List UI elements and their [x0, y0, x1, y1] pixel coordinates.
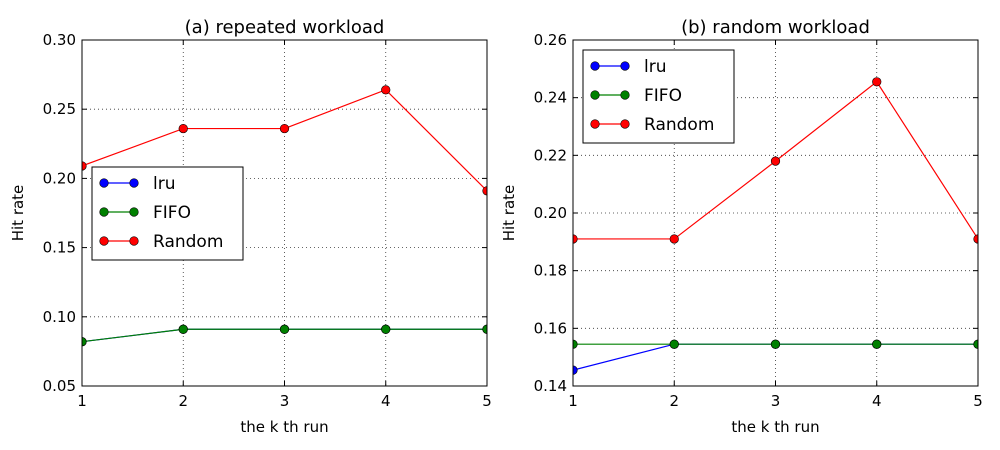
data-point-fifo: [973, 339, 978, 349]
data-point-fifo: [872, 339, 882, 349]
legend-marker-random: [129, 236, 139, 246]
plot-area: [82, 85, 487, 347]
data-point-random: [973, 234, 978, 244]
y-tick-label: 0.22: [534, 146, 567, 164]
y-tick-label: 0.24: [534, 89, 567, 107]
legend-marker-random: [590, 119, 600, 129]
legend: lru FIFO Random: [91, 166, 244, 261]
legend-label-fifo: FIFO: [153, 203, 191, 223]
y-tick-label: 0.30: [43, 31, 76, 49]
legend-marker-lru: [620, 61, 630, 71]
y-axis-label: Hit rate: [9, 185, 27, 242]
data-point-fifo: [178, 324, 188, 334]
data-point-fifo: [669, 339, 679, 349]
x-tick-label: 2: [669, 392, 679, 410]
legend-label-fifo: FIFO: [644, 86, 682, 106]
y-tick-label: 0.26: [534, 31, 567, 49]
y-tick-label: 0.16: [534, 319, 567, 337]
y-tick-label: 0.10: [43, 308, 76, 326]
x-axis-label: the k th run: [731, 418, 819, 436]
chart-panel-2: 1 2 3 4 5 0.14 0.16 0.18 0.20 0.22 0.24 0.26 (b) ran…: [500, 17, 983, 436]
plot-area: [573, 77, 978, 375]
x-tick-label: 4: [872, 392, 882, 410]
chart-panel-1: 1 2 3 4 5 0.05 0.10 0.15 0.20 0.25 0.30 (a) repeate…: [9, 17, 492, 436]
y-tick-label: 0.20: [534, 204, 567, 222]
x-tick-label: 1: [568, 392, 578, 410]
data-point-random: [178, 123, 188, 134]
legend-marker-random: [620, 119, 630, 129]
legend: lru FIFO Random: [582, 49, 735, 144]
y-tick-label: 0.15: [43, 239, 76, 257]
data-point-fifo: [482, 324, 487, 334]
x-tick-label: 2: [178, 392, 188, 410]
legend-marker-random: [99, 236, 109, 246]
y-tick-label: 0.18: [534, 262, 567, 280]
data-point-random: [872, 77, 882, 87]
data-point-random: [279, 123, 290, 134]
y-tick-label: 0.25: [43, 100, 76, 118]
x-axis-label: the k th run: [240, 418, 328, 436]
data-point-random: [82, 161, 87, 171]
legend-marker-fifo: [620, 90, 630, 100]
x-tick-label: 1: [77, 392, 87, 410]
data-point-random: [482, 186, 487, 196]
chart-title: (b) random workload: [681, 17, 870, 38]
legend-marker-fifo: [590, 90, 600, 100]
data-point-fifo: [381, 324, 391, 334]
legend-label-random: Random: [644, 115, 714, 135]
legend-marker-fifo: [99, 207, 109, 217]
x-tick-label: 3: [771, 392, 781, 410]
legend-label-lru: lru: [153, 174, 176, 194]
plot-frame: [81, 39, 488, 387]
y-tick-label: 0.20: [43, 169, 76, 187]
legend-marker-lru: [590, 61, 600, 71]
legend-marker-lru: [129, 178, 139, 188]
y-tick-label: 0.14: [534, 377, 567, 395]
data-point-fifo: [279, 324, 290, 334]
chart-title: (a) repeated workload: [185, 17, 385, 38]
data-point-fifo: [770, 339, 781, 349]
x-tick-label: 5: [973, 392, 983, 410]
x-tick-label: 5: [482, 392, 492, 410]
legend-label-random: Random: [153, 232, 223, 252]
legend-label-lru: lru: [644, 57, 667, 77]
y-axis-label: Hit rate: [500, 185, 518, 242]
legend-marker-lru: [99, 178, 109, 188]
y-tick-label: 0.05: [43, 377, 76, 395]
plot-frame: [572, 39, 979, 387]
legend-marker-fifo: [129, 207, 139, 217]
x-tick-label: 3: [280, 392, 290, 410]
data-point-fifo: [82, 337, 87, 347]
data-point-random: [669, 234, 679, 244]
data-point-random: [381, 85, 391, 95]
x-tick-label: 4: [381, 392, 391, 410]
data-point-random: [770, 156, 781, 166]
